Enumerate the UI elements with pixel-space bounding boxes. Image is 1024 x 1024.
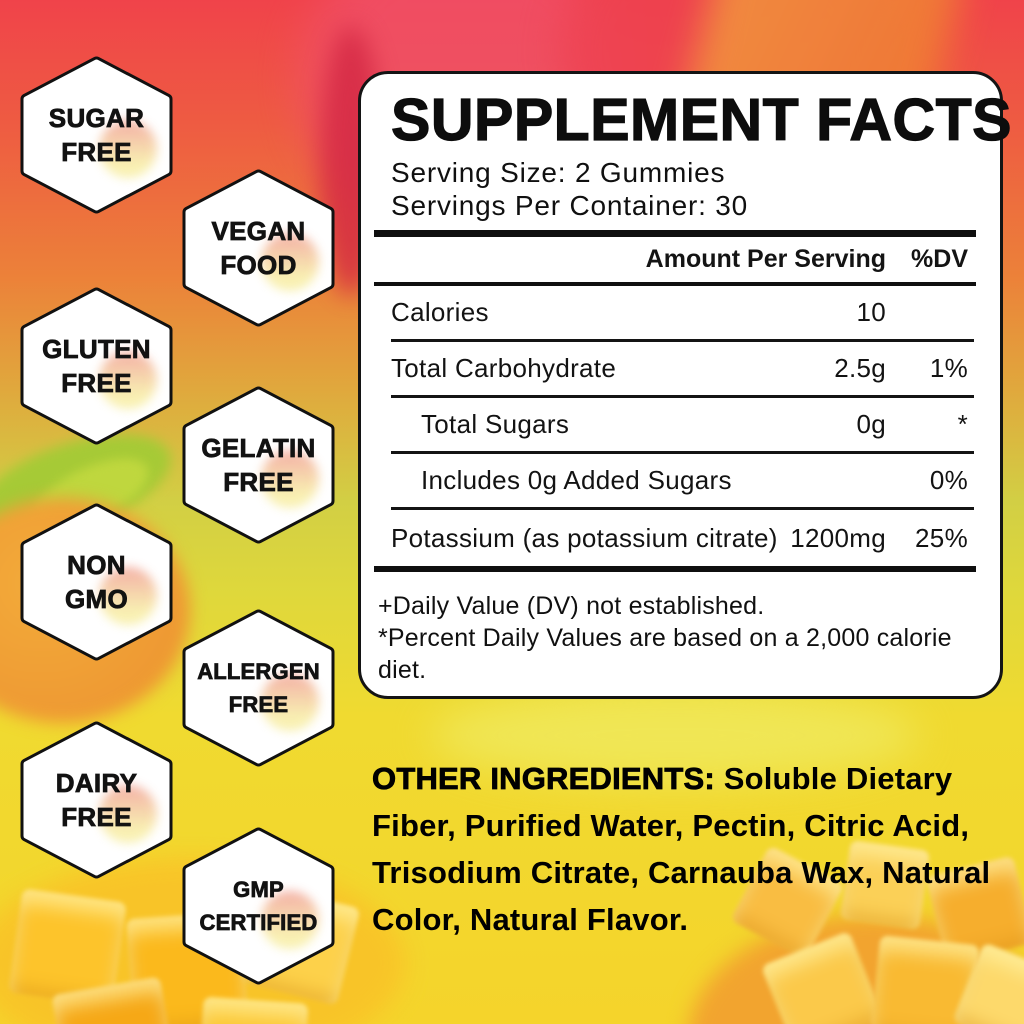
row-dv: 25% xyxy=(915,522,968,553)
badge-label: DAIRY FREE xyxy=(55,768,138,833)
row-label: Includes 0g Added Sugars xyxy=(421,465,732,495)
servings-per-container: Servings Per Container: 30 xyxy=(391,190,748,221)
badge-label: GLUTEN FREE xyxy=(42,334,151,399)
badge-label: GMP CERTIFIED xyxy=(199,877,318,936)
divider-thick xyxy=(374,230,976,237)
badge-label: SUGAR FREE xyxy=(48,103,145,168)
footnotes: +Daily Value (DV) not established. *Perc… xyxy=(378,590,974,686)
row-amount: 2.5g xyxy=(834,353,886,383)
badge-allergen-free: ALLERGEN FREE xyxy=(182,609,335,767)
facts-rows: Calories 10 Total Carbohydrate 2.5g 1% T… xyxy=(391,286,974,566)
row-amount: 10 xyxy=(856,297,886,327)
gummy-highlight-dot xyxy=(99,785,157,843)
row-dv: 1% xyxy=(929,353,968,383)
gummy-highlight-dot xyxy=(99,351,157,409)
facts-row: Potassium (as potassium citrate) 1200mg … xyxy=(391,510,974,566)
badge-sugar-free: SUGAR FREE xyxy=(20,56,173,214)
supplement-facts-panel: SUPPLEMENT FACTS Serving Size: 2 Gummies… xyxy=(358,71,1012,699)
panel-title: SUPPLEMENT FACTS xyxy=(390,87,1012,153)
badge-gluten-free: GLUTEN FREE xyxy=(20,287,173,445)
badge-vegan-food: VEGAN FOOD xyxy=(182,169,335,327)
row-dv: 0% xyxy=(929,465,968,495)
divider-medium xyxy=(374,282,976,286)
footnote-percent: *Percent Daily Values are based on a 2,0… xyxy=(378,624,952,684)
facts-row: Total Sugars 0g * xyxy=(391,398,974,454)
badge-label: VEGAN FOOD xyxy=(211,216,306,281)
row-label: Calories xyxy=(391,297,489,327)
badge-label: GELATIN FREE xyxy=(201,433,316,498)
row-dv: * xyxy=(957,409,968,439)
facts-row: Includes 0g Added Sugars 0% xyxy=(391,454,974,510)
serving-size: Serving Size: 2 Gummies xyxy=(391,157,726,188)
gummy-highlight-dot xyxy=(261,673,319,731)
badge-gelatin-free: GELATIN FREE xyxy=(182,386,335,544)
badge-dairy-free: DAIRY FREE xyxy=(20,721,173,879)
row-label: Total Sugars xyxy=(421,409,570,439)
amount-column-header: Amount Per Serving xyxy=(645,245,886,273)
row-amount: 1200mg xyxy=(790,522,886,553)
row-label: Total Carbohydrate xyxy=(391,353,617,383)
badge-label: NON GMO xyxy=(64,550,129,615)
footnote-dv: +Daily Value (DV) not established. xyxy=(378,592,765,620)
other-ingredients-list: Soluble Dietary Fiber, Purified Water, P… xyxy=(372,761,991,937)
other-ingredients-text: OTHER INGREDIENTS: Soluble Dietary Fiber… xyxy=(372,755,996,943)
facts-header-row: Amount Per Serving %DV xyxy=(391,237,974,282)
divider-bottom xyxy=(374,566,976,572)
row-amount: 0g xyxy=(856,409,886,439)
dv-column-header: %DV xyxy=(911,245,968,273)
row-label: Potassium (as potassium citrate) xyxy=(391,522,778,553)
facts-row: Calories 10 xyxy=(391,286,974,342)
badge-gmp-certified: GMP CERTIFIED xyxy=(182,827,335,985)
badge-label: ALLERGEN FREE xyxy=(197,659,320,718)
gummy-highlight-dot xyxy=(261,450,319,508)
badge-non-gmo: NON GMO xyxy=(20,503,173,661)
other-ingredients-label: OTHER INGREDIENTS: xyxy=(372,761,715,797)
gummy-highlight-dot xyxy=(99,120,157,178)
facts-row: Total Carbohydrate 2.5g 1% xyxy=(391,342,974,398)
gummy-highlight-dot xyxy=(261,233,319,291)
